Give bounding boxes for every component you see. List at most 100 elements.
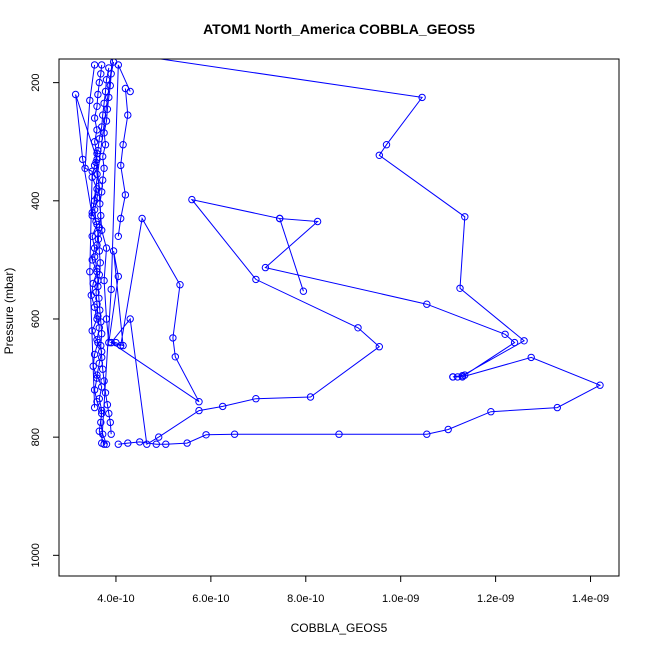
x-tick-label: 8.0e-10	[287, 593, 324, 605]
x-tick-label: 1.4e-09	[572, 593, 609, 605]
data-point	[126, 315, 134, 323]
data-point	[117, 214, 125, 223]
data-point	[102, 76, 111, 84]
data-point	[98, 406, 106, 415]
data-point	[136, 438, 144, 446]
series-line-1	[75, 59, 602, 446]
data-point	[86, 96, 94, 105]
data-point	[107, 285, 115, 294]
data-point	[449, 373, 457, 381]
data-point	[94, 146, 102, 155]
data-point	[169, 334, 177, 342]
data-point	[444, 425, 452, 434]
data-point	[107, 430, 115, 438]
data-point	[97, 318, 105, 326]
series-line-3	[94, 67, 110, 445]
data-point	[418, 93, 426, 102]
y-tick-label: 800	[30, 428, 42, 446]
series-line-7	[84, 64, 96, 408]
data-point	[124, 111, 132, 119]
data-point	[102, 244, 111, 252]
data-point	[98, 353, 106, 362]
data-point	[461, 213, 469, 221]
data-point	[102, 440, 111, 448]
data-point	[138, 214, 146, 223]
data-point	[382, 141, 391, 149]
data-point	[107, 70, 115, 78]
data-point	[93, 102, 101, 111]
data-point	[423, 300, 431, 308]
data-point	[124, 439, 132, 447]
data-point	[195, 406, 203, 415]
data-point	[88, 232, 96, 241]
data-point	[98, 188, 106, 196]
data-point	[188, 195, 196, 204]
data-point	[97, 211, 105, 220]
data-point	[119, 341, 127, 350]
x-tick-label: 6.0e-10	[192, 593, 229, 605]
data-point	[313, 217, 322, 226]
data-point	[102, 117, 111, 125]
data-point	[114, 61, 123, 69]
data-point	[90, 253, 99, 261]
series-line-6	[101, 64, 131, 444]
series-line-4	[97, 61, 115, 435]
data-point	[252, 275, 260, 284]
data-point	[92, 158, 100, 167]
series-line-2	[90, 64, 105, 445]
data-point	[95, 135, 104, 143]
data-point	[335, 430, 343, 438]
data-point	[96, 259, 105, 267]
data-point	[501, 330, 509, 338]
data-point	[98, 330, 106, 338]
data-point	[553, 403, 561, 412]
data-point	[143, 440, 151, 448]
data-point	[93, 336, 101, 344]
data-point	[114, 272, 123, 281]
data-point	[375, 151, 383, 160]
data-point	[90, 61, 99, 69]
x-tick-label: 1.0e-09	[382, 593, 419, 605]
data-point	[155, 433, 163, 441]
data-point	[100, 377, 108, 385]
x-axis-label: COBBLA_GEOS5	[291, 621, 388, 635]
data-point	[252, 395, 260, 403]
data-point	[96, 306, 104, 314]
data-point	[423, 430, 431, 438]
data-point	[456, 284, 464, 292]
data-point	[96, 200, 104, 208]
data-point	[93, 194, 101, 202]
data-point	[106, 418, 115, 427]
data-point	[92, 217, 100, 226]
data-point	[99, 111, 107, 119]
data-point	[95, 395, 104, 403]
y-tick-label: 1000	[30, 543, 42, 567]
data-point	[100, 99, 108, 108]
data-point	[105, 409, 113, 418]
data-point	[95, 271, 104, 279]
data-point	[202, 431, 210, 439]
data-point	[487, 408, 495, 416]
data-point	[100, 129, 108, 137]
series-line-5	[117, 88, 129, 237]
data-point	[86, 268, 94, 276]
data-point	[299, 287, 308, 295]
data-point	[88, 167, 96, 176]
data-point	[99, 152, 107, 161]
data-point	[117, 161, 125, 170]
data-point	[375, 343, 383, 351]
data-point	[90, 350, 99, 359]
x-tick-label: 4.0e-10	[97, 593, 134, 605]
data-point	[90, 386, 99, 394]
data-point	[510, 338, 519, 347]
data-point	[98, 61, 106, 69]
x-axis: 4.0e-10 6.0e-10 8.0e-10 1.0e-09 1.2e-09 1.4e-…	[97, 575, 609, 605]
data-point	[458, 372, 467, 380]
chart-title: ATOM1 North_America COBBLA_GEOS5	[203, 21, 475, 37]
data-point	[90, 114, 99, 122]
data-point	[100, 164, 108, 173]
data-point	[114, 440, 123, 448]
data-point	[176, 281, 184, 289]
data-point	[276, 214, 284, 223]
